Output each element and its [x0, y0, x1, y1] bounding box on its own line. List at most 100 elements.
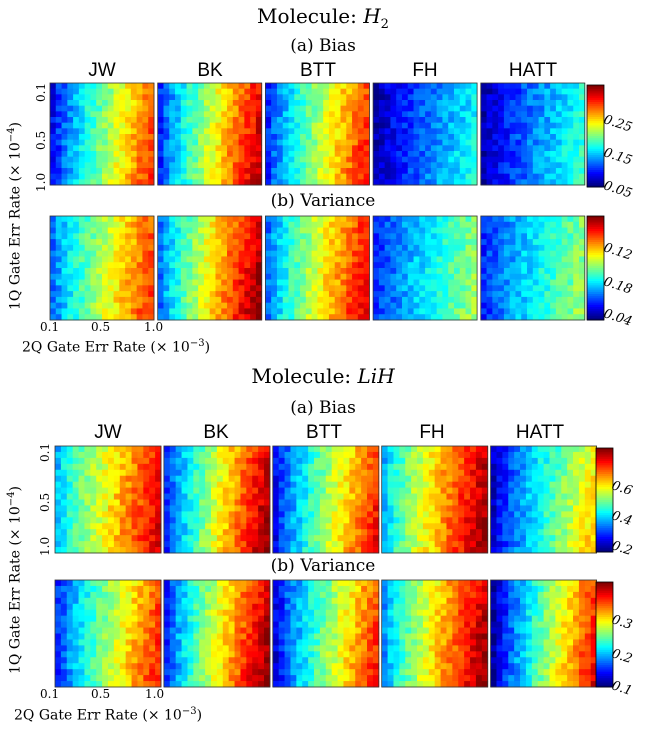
heatmap-cell	[163, 83, 170, 90]
heatmap-cell	[215, 216, 222, 223]
heatmap-cell	[143, 493, 150, 500]
heatmap-cell	[532, 156, 539, 163]
heatmap-cell	[186, 139, 193, 146]
heatmap-cell	[567, 250, 574, 257]
heatmap-cell	[271, 168, 278, 175]
heatmap-cell	[555, 128, 563, 135]
heatmap-cell	[573, 250, 580, 257]
heatmap-cell	[125, 523, 132, 530]
heatmap-cell	[430, 139, 438, 146]
heatmap-row-lih-bias	[54, 445, 598, 554]
heatmap-cell	[490, 451, 497, 459]
heatmap-cell	[294, 173, 301, 180]
heatmap-cell	[471, 156, 478, 163]
heatmap-cell	[108, 511, 115, 518]
heatmap-cell	[163, 302, 170, 309]
heatmap-cell	[417, 481, 424, 489]
heatmap-cell	[527, 308, 534, 315]
heatmap-cell	[413, 88, 420, 95]
heatmap-cell	[453, 128, 461, 135]
heatmap-cell	[186, 227, 193, 234]
heatmap-cell	[302, 517, 309, 524]
heatmap-cell	[372, 481, 380, 489]
heatmap-cell	[446, 446, 453, 453]
heatmap-cell	[453, 168, 461, 175]
heatmap-cell	[384, 233, 391, 240]
heatmap-cell	[238, 88, 245, 95]
heatmap-cell	[193, 541, 200, 548]
heatmap-cell	[503, 179, 511, 186]
heatmap-border	[54, 445, 162, 554]
heatmap-cell	[149, 475, 156, 483]
heatmap-cell	[549, 475, 556, 483]
heatmap-cell	[148, 168, 155, 175]
heatmap-cell	[222, 481, 230, 489]
heatmap-cell	[221, 122, 228, 129]
heatmap-cell	[314, 517, 321, 524]
heatmap-cell	[294, 145, 301, 152]
colorbar-segment	[587, 89, 604, 92]
heatmap-cell	[422, 499, 430, 506]
heatmap-cell	[288, 100, 295, 107]
heatmap-cell	[319, 505, 327, 512]
heatmap-cell	[107, 239, 114, 246]
heatmap-cell	[486, 302, 493, 309]
column-label-bk: BK	[197, 60, 223, 81]
heatmap-cell	[142, 134, 149, 141]
heatmap-cell	[448, 105, 455, 112]
heatmap-cell	[131, 547, 138, 554]
heatmap-cell	[430, 285, 438, 292]
heatmap-cell	[567, 511, 574, 518]
heatmap-cell	[169, 296, 176, 304]
heatmap-cell	[157, 256, 164, 263]
heatmap-cell	[271, 273, 278, 280]
heatmap-cell	[311, 296, 318, 304]
heatmap-cell	[302, 475, 309, 483]
heatmap-cell	[498, 134, 505, 141]
heatmap-cell	[561, 233, 568, 240]
heatmap-cell	[527, 256, 534, 263]
heatmap-cell	[373, 268, 380, 275]
heatmap-cell	[55, 250, 62, 257]
heatmap-cell	[186, 285, 193, 292]
heatmap-cell	[73, 145, 80, 152]
heatmap-cell	[543, 517, 550, 524]
heatmap-cell	[503, 227, 511, 234]
heatmap-cell	[430, 134, 438, 141]
heatmap-cell	[199, 457, 206, 465]
heatmap-cell	[180, 268, 187, 275]
heatmap-cell	[265, 111, 272, 118]
heatmap-cell	[452, 535, 459, 542]
heatmap-cell	[521, 279, 528, 286]
heatmap-cell	[459, 239, 466, 246]
heatmap-cell	[521, 94, 528, 101]
heatmap-cell	[102, 88, 109, 95]
heatmap-cell	[282, 296, 289, 304]
heatmap-cell	[222, 457, 230, 465]
heatmap-cell	[430, 151, 438, 158]
heatmap-cell	[216, 487, 224, 494]
heatmap-cell	[550, 244, 557, 252]
heatmap-cell	[102, 244, 109, 252]
heatmap-cell	[294, 139, 301, 146]
heatmap-cell	[264, 481, 271, 489]
heatmap-cell	[240, 487, 247, 494]
colorbar-segment	[587, 278, 604, 282]
heatmap-cell	[328, 308, 336, 315]
heatmap-cell	[492, 233, 499, 240]
heatmap-cell	[50, 239, 57, 246]
heatmap-cell	[549, 469, 556, 477]
heatmap-cell	[357, 88, 365, 95]
heatmap-cell	[131, 469, 138, 477]
heatmap-cell	[573, 151, 580, 158]
heatmap-cell	[573, 475, 580, 483]
heatmap-cell	[187, 541, 194, 548]
heatmap-cell	[567, 302, 574, 309]
heatmap-cell	[555, 145, 563, 152]
colorbar-segment	[587, 250, 604, 254]
heatmap-cell	[470, 481, 477, 489]
heatmap-cell	[486, 156, 493, 163]
heatmap-cell	[363, 227, 370, 234]
heatmap-cell	[209, 100, 216, 107]
heatmap-cell	[67, 145, 74, 152]
